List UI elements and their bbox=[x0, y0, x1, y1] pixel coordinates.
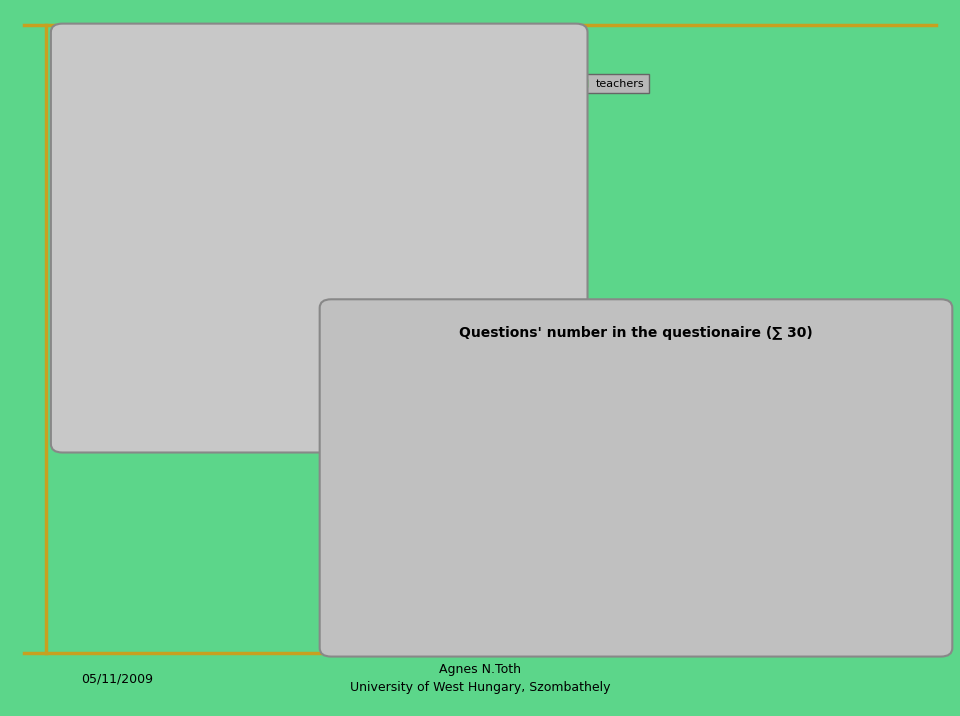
Bar bbox=[688, 468, 709, 497]
Text: reading learned jurnal s: reading learned jurnal s bbox=[717, 591, 830, 599]
Title: Teachers' number in the research (N= 170): Teachers' number in the research (N= 170… bbox=[139, 49, 509, 64]
Text: evalution teachers' group
attitudes: evalution teachers' group attitudes bbox=[717, 362, 839, 382]
Text: 13%: 13% bbox=[633, 541, 657, 551]
Bar bbox=[608, 358, 628, 414]
Bar bbox=[688, 357, 709, 387]
Bar bbox=[455, 121, 501, 394]
Text: 120: 120 bbox=[465, 105, 491, 117]
Text: Questions' number in the questionaire (∑ 30): Questions' number in the questionaire (∑… bbox=[459, 326, 813, 340]
Text: evalution of their own
attitudes: evalution of their own attitudes bbox=[717, 413, 821, 432]
Bar bbox=[608, 414, 628, 494]
Text: 05/11/2009: 05/11/2009 bbox=[82, 672, 154, 685]
Text: Agnes N.Toth: Agnes N.Toth bbox=[439, 663, 521, 676]
Text: 30%: 30% bbox=[532, 467, 564, 480]
Legend: teachers: teachers bbox=[561, 74, 649, 93]
Text: understanding categories
of SEN: understanding categories of SEN bbox=[717, 473, 839, 492]
Bar bbox=[688, 580, 709, 610]
Text: University of West Hungary, Szombathely: University of West Hungary, Szombathely bbox=[349, 681, 611, 694]
Bar bbox=[352, 362, 398, 394]
Text: participating at the
courses/trainings: participating at the courses/trainings bbox=[717, 532, 808, 551]
Wedge shape bbox=[485, 470, 600, 600]
Bar bbox=[608, 494, 628, 598]
Wedge shape bbox=[375, 370, 599, 485]
Text: 27%: 27% bbox=[463, 573, 495, 586]
Wedge shape bbox=[370, 450, 485, 600]
Text: 14: 14 bbox=[367, 346, 384, 359]
Text: 43%: 43% bbox=[373, 415, 407, 429]
Text: 10%: 10% bbox=[633, 449, 657, 459]
Text: 0: 0 bbox=[269, 377, 277, 390]
Text: 36: 36 bbox=[161, 296, 179, 309]
Bar bbox=[688, 527, 709, 556]
Text: 7%: 7% bbox=[633, 381, 650, 391]
Bar bbox=[688, 408, 709, 437]
Bar bbox=[147, 312, 193, 394]
